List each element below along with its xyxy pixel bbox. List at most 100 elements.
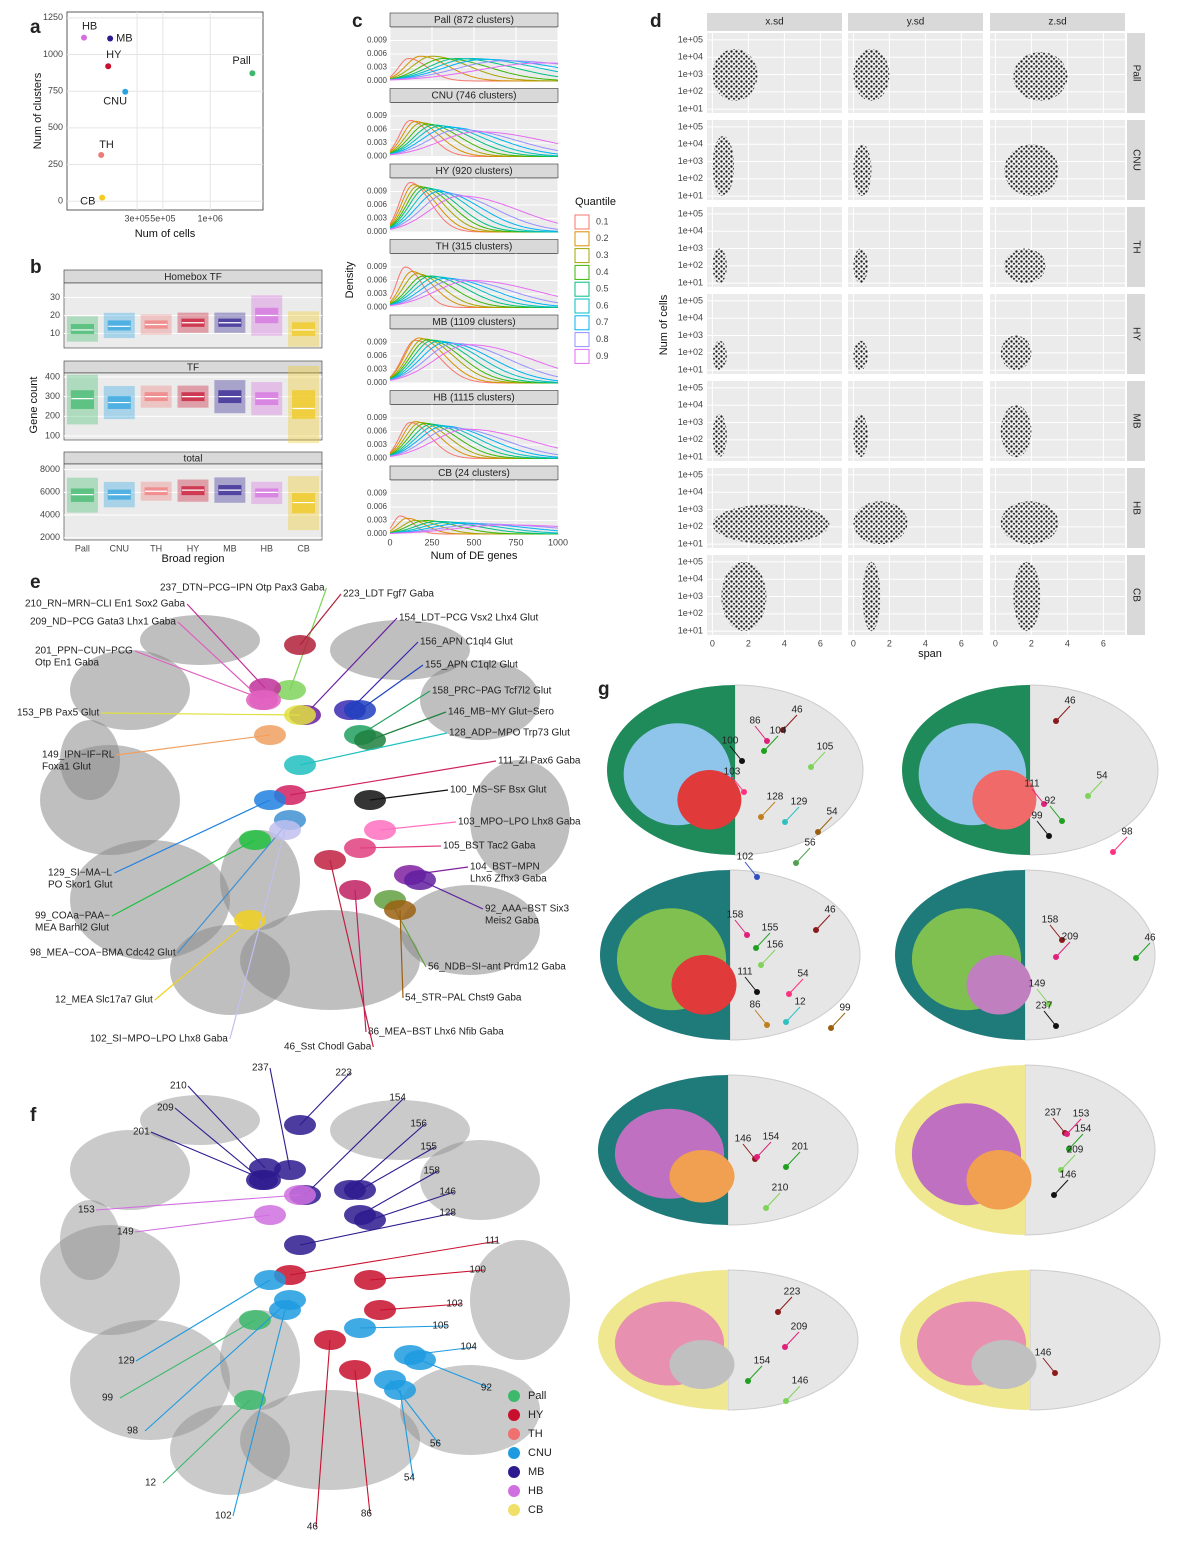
leader (359, 1170, 439, 1216)
cell-dots (763, 1205, 769, 1211)
cluster-label: 46 (1144, 933, 1156, 944)
legend-key (574, 248, 590, 264)
umap-cells (140, 1095, 260, 1145)
leader (329, 859, 374, 1048)
density-curve (389, 124, 559, 157)
point-cloud (853, 248, 868, 284)
cell-dots (1066, 1146, 1072, 1152)
cell-dots (1085, 793, 1091, 799)
x-tick-label: 250 (424, 537, 439, 547)
strip-label: x.sd (765, 17, 783, 28)
y-tick-label: 0.000 (367, 529, 388, 538)
x-tick-label: 4 (1065, 638, 1070, 648)
density-curve (389, 520, 559, 535)
point-cloud (1013, 51, 1068, 101)
plot-bg (707, 207, 842, 287)
point-cloud (853, 144, 872, 197)
leader (289, 760, 497, 796)
legend-key (508, 1504, 520, 1516)
leader (399, 1389, 414, 1479)
density-curve (389, 423, 558, 459)
density-curve (389, 129, 559, 155)
leader (744, 861, 758, 878)
point-cloud (853, 414, 868, 458)
cluster-label: 149 (1029, 979, 1046, 990)
density-curve (389, 188, 558, 233)
density-curve (390, 522, 559, 534)
cluster-label: 100 (469, 1265, 486, 1276)
cell-dots (1052, 1370, 1058, 1376)
y-tick-label: 0.006 (367, 427, 388, 436)
leader (785, 1006, 801, 1023)
leader (782, 714, 798, 731)
density-curve (389, 62, 558, 81)
density-curve (389, 55, 558, 82)
point-label: Pall (232, 55, 250, 67)
leader (419, 879, 484, 910)
region (971, 1340, 1037, 1389)
y-tick-label: 1e+01 (678, 365, 703, 375)
strip-label: Pall (1130, 65, 1141, 82)
cluster-label: 237 (1036, 1001, 1053, 1012)
plot-bg (707, 294, 842, 374)
point-cloud (712, 340, 727, 371)
cluster-label: 158 (1042, 915, 1059, 926)
density-curve (389, 123, 558, 157)
density-curve (389, 187, 558, 233)
cluster-label: 223 (784, 1287, 801, 1298)
point-cloud (853, 48, 890, 101)
box (292, 322, 316, 336)
x-tick-label: 2 (1029, 638, 1034, 648)
x-tick-label: 6 (959, 638, 964, 648)
legend-key (574, 214, 590, 230)
point-cloud (712, 48, 758, 101)
density-curve (389, 195, 559, 230)
cell-dots (744, 932, 750, 938)
cluster-label: 92 (481, 1383, 493, 1394)
density-curve (389, 342, 559, 381)
cluster-label: 12 (794, 997, 806, 1008)
y-tick-label: 300 (45, 391, 60, 401)
point-cloud (721, 561, 767, 632)
leader (756, 1141, 772, 1158)
legend-key (508, 1428, 520, 1440)
cluster-label: 12 (145, 1478, 157, 1489)
y-tick-label: 0.006 (367, 276, 388, 285)
y-tick-label: 10 (50, 328, 60, 338)
cell-dots (813, 927, 819, 933)
cluster-label: 201_PPN−CUN−PCG (35, 646, 133, 657)
strip-label: HB (1130, 501, 1141, 515)
leader (177, 621, 263, 701)
leader (299, 1212, 455, 1246)
cluster-label: 102_SI−MPO−LPO Lhx8 Gaba (90, 1034, 228, 1045)
legend-title: Quantile (575, 196, 616, 208)
panel-label: g (598, 679, 610, 700)
density-curve (389, 193, 559, 230)
cell-dots (782, 1344, 788, 1350)
y-tick-label: 1e+02 (678, 608, 703, 618)
umap-cells (330, 620, 470, 680)
x-tick-label: 6 (818, 638, 823, 648)
cluster-label: 146 (792, 1376, 809, 1387)
panel-label: e (30, 572, 41, 593)
cell-dots (783, 1164, 789, 1170)
y-tick-label: 400 (45, 371, 60, 381)
cell-dots (793, 860, 799, 866)
legend-label: HB (528, 1485, 543, 1497)
point-cloud (712, 135, 734, 197)
leader (1112, 836, 1128, 853)
leader (315, 1339, 331, 1528)
legend-label: 0.4 (596, 267, 609, 277)
cluster-label: 146_MB−MY Glut−Sero (448, 707, 554, 718)
cluster-label: 158 (423, 1166, 440, 1177)
y-tick-label: 1e+02 (678, 434, 703, 444)
cluster-label: 154_LDT−PCG Vsx2 Lhx4 Glut (399, 613, 538, 624)
x-tick-label: 1000 (548, 537, 568, 547)
legend-label: MB (528, 1466, 545, 1478)
region (671, 955, 737, 1015)
strip-label: CB (24 clusters) (438, 468, 510, 479)
y-tick-label: 0.000 (367, 454, 388, 463)
point-label: CB (80, 196, 95, 208)
cluster-label: 146 (1035, 1348, 1052, 1359)
cluster-label: 155_APN C1ql2 Glut (425, 660, 518, 671)
